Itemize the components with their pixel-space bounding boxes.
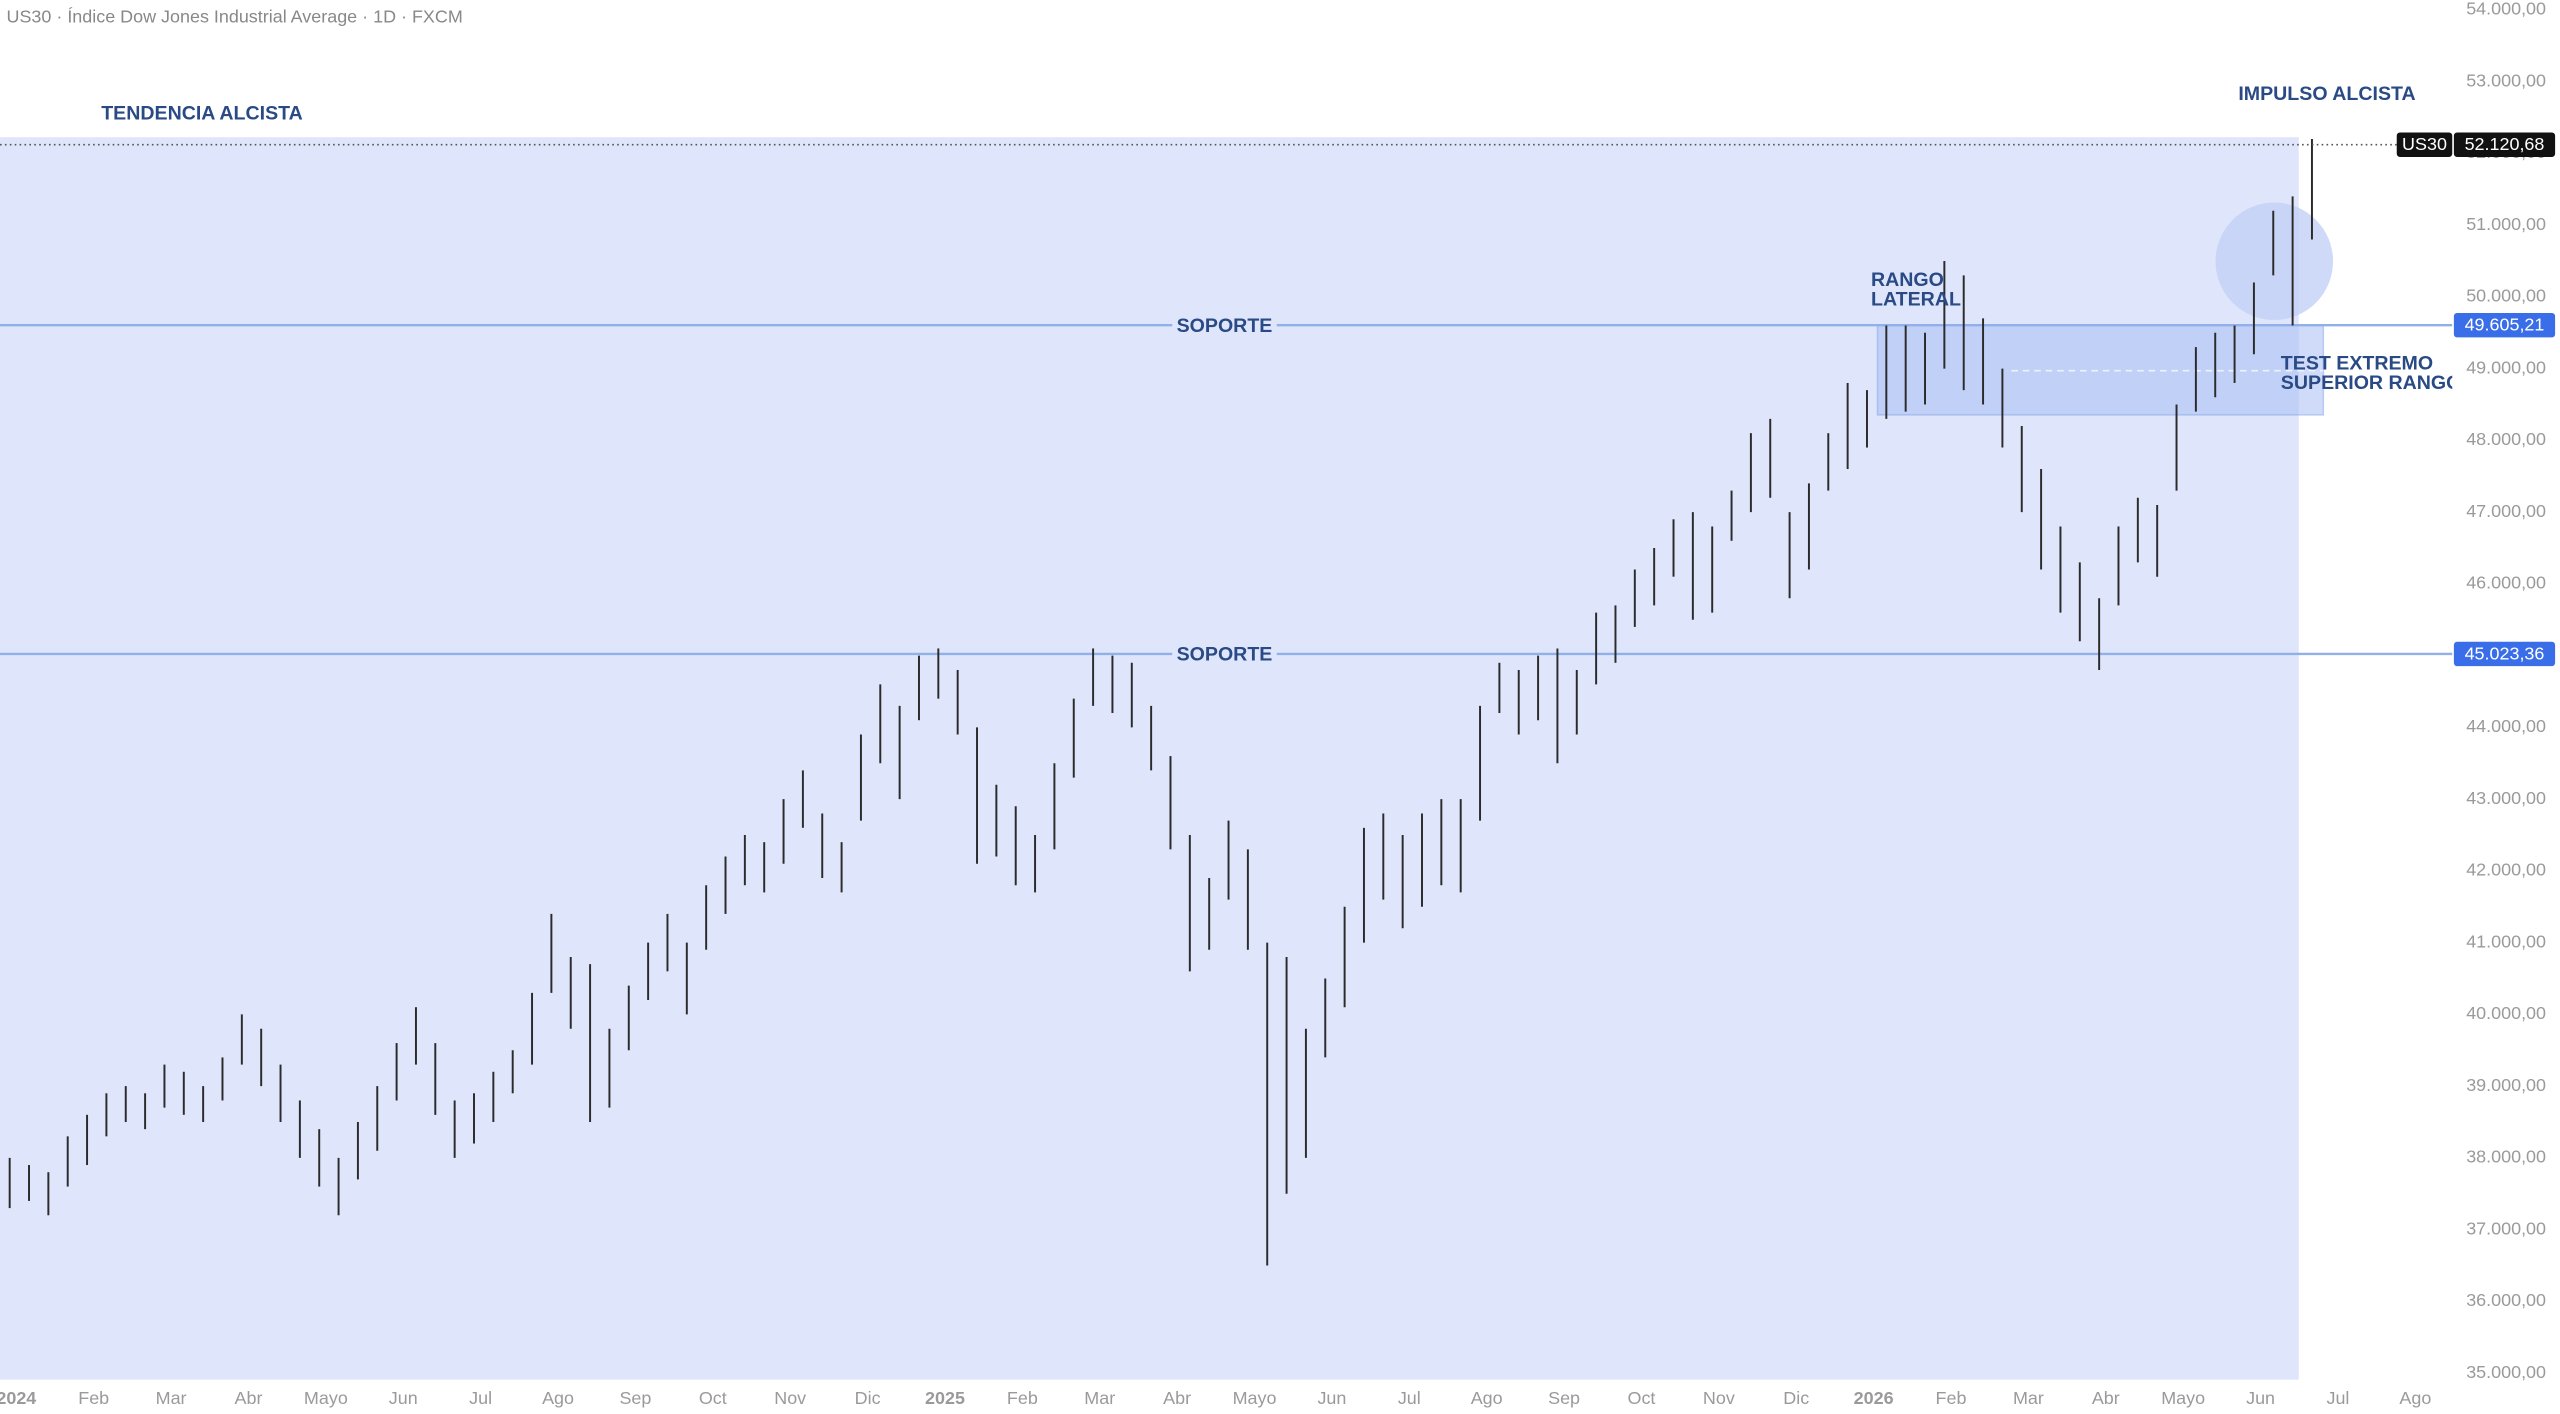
x-tick-label: Mar xyxy=(1084,1388,1115,1408)
x-tick-label: Jul xyxy=(2326,1388,2349,1408)
annotation: TENDENCIA ALCISTA xyxy=(101,103,303,125)
x-tick-label: Jul xyxy=(1398,1388,1421,1408)
x-tick-label: Oct xyxy=(699,1388,727,1408)
annotation: LATERAL xyxy=(1871,289,1961,311)
x-tick-label: Jun xyxy=(1317,1388,1346,1408)
y-tick-label: 39.000,00 xyxy=(2466,1075,2546,1095)
y-tick-label: 36.000,00 xyxy=(2466,1290,2546,1310)
x-tick-label: Nov xyxy=(774,1388,806,1408)
x-tick-label: Abr xyxy=(1163,1388,1191,1408)
last-price-label: 52.120,68 xyxy=(2465,134,2545,154)
y-tick-label: 48.000,00 xyxy=(2466,429,2546,449)
x-tick-label: Mayo xyxy=(2161,1388,2205,1408)
y-tick-label: 35.000,00 xyxy=(2466,1362,2546,1382)
last-price-box xyxy=(2453,132,2556,157)
y-tick-label: 51.000,00 xyxy=(2466,214,2546,234)
annotation: RANGO xyxy=(1871,269,1944,291)
y-tick-label: 44.000,00 xyxy=(2466,716,2546,736)
level-price-box xyxy=(2453,641,2556,667)
x-tick-label: Abr xyxy=(235,1388,263,1408)
symbol-label: US30 xyxy=(2402,134,2447,154)
level-price-label: 45.023,36 xyxy=(2465,643,2545,663)
x-tick-label: 2026 xyxy=(1854,1388,1894,1408)
x-tick-label: Mayo xyxy=(304,1388,348,1408)
support-label-bg xyxy=(1172,642,1277,666)
x-tick-label: Ago xyxy=(1471,1388,1503,1408)
x-tick-label: Dic xyxy=(855,1388,881,1408)
support-label-bg xyxy=(1172,313,1277,337)
y-tick-label: 49.000,00 xyxy=(2466,357,2546,377)
annotation-group: TEST EXTREMO SUPERIOR RANGO xyxy=(2281,352,2462,394)
x-tick-label: Ago xyxy=(2399,1388,2431,1408)
x-tick-label: Sep xyxy=(1548,1388,1580,1408)
support-label: SOPORTE xyxy=(1177,644,1273,666)
trend-zone xyxy=(0,137,2299,1380)
y-tick-label: 53.000,00 xyxy=(2466,70,2546,90)
x-tick-label: Jun xyxy=(389,1388,418,1408)
x-tick-label: 2025 xyxy=(925,1388,965,1408)
y-tick-label: 41.000,00 xyxy=(2466,931,2546,951)
x-tick-label: Ago xyxy=(542,1388,574,1408)
y-tick-label: 46.000,00 xyxy=(2466,573,2546,593)
x-tick-label: Mayo xyxy=(1233,1388,1277,1408)
y-tick-label: 47.000,00 xyxy=(2466,501,2546,521)
plot xyxy=(0,139,2453,1266)
chart-title: US30 · Índice Dow Jones Industrial Avera… xyxy=(7,7,463,27)
y-tick-label: 37.000,00 xyxy=(2466,1218,2546,1238)
x-tick-label: Sep xyxy=(619,1388,651,1408)
x-tick-label: Mar xyxy=(156,1388,187,1408)
x-tick-label: Nov xyxy=(1703,1388,1735,1408)
x-tick-label: Feb xyxy=(1007,1388,1038,1408)
x-tick-label: 2024 xyxy=(0,1388,36,1408)
y-tick-label: 42.000,00 xyxy=(2466,860,2546,880)
impulse-circle xyxy=(2215,202,2334,321)
x-tick-label: Oct xyxy=(1628,1388,1656,1408)
y-tick-label: 50.000,00 xyxy=(2466,286,2546,306)
level-price-box xyxy=(2453,312,2556,338)
annotation: TEST EXTREMO xyxy=(2281,352,2433,374)
annotation: IMPULSO ALCISTA xyxy=(2238,83,2415,105)
x-tick-label: Jul xyxy=(469,1388,492,1408)
level-price-label: 49.605,21 xyxy=(2465,315,2545,335)
range-zone xyxy=(1876,324,2325,416)
symbol-box xyxy=(2396,132,2453,157)
x-tick-label: Jun xyxy=(2246,1388,2275,1408)
y-tick-label: 43.000,00 xyxy=(2466,788,2546,808)
y-tick-label: 38.000,00 xyxy=(2466,1147,2546,1167)
x-tick-label: Abr xyxy=(2092,1388,2120,1408)
x-tick-label: Dic xyxy=(1783,1388,1809,1408)
x-tick-label: Feb xyxy=(1936,1388,1967,1408)
x-tick-label: Feb xyxy=(78,1388,109,1408)
x-tick-label: Mar xyxy=(2013,1388,2044,1408)
y-tick-label: 40.000,00 xyxy=(2466,1003,2546,1023)
annotation: SUPERIOR RANGO xyxy=(2281,372,2462,394)
y-tick-label: 54.000,00 xyxy=(2466,0,2546,19)
support-label: SOPORTE xyxy=(1177,315,1273,337)
